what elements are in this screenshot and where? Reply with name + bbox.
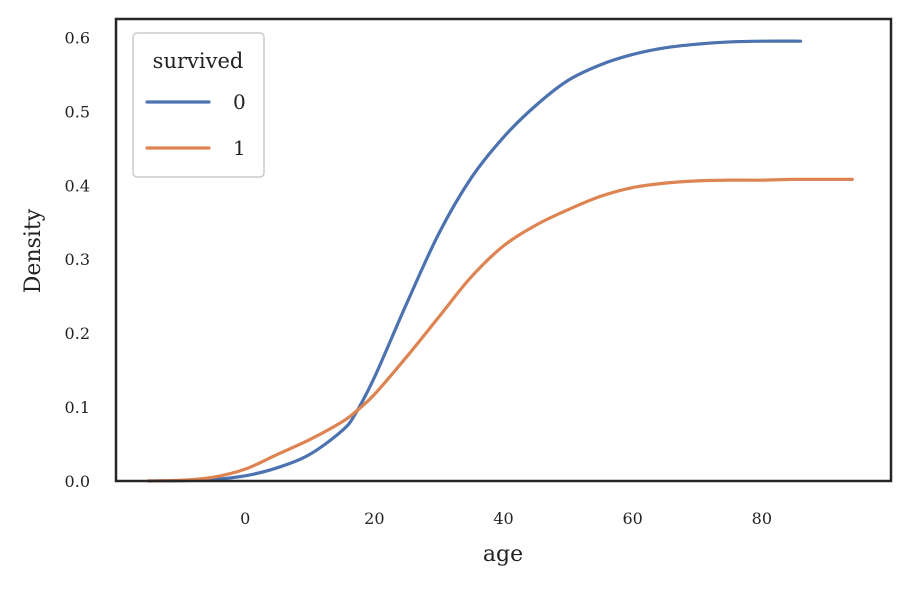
legend-title: survived [153,49,244,73]
y-axis-label: Density [21,208,46,293]
y-tick-label: 0.4 [65,176,90,195]
x-tick-label: 20 [364,509,384,528]
legend-label-1: 1 [233,136,246,160]
x-tick-label: 60 [622,509,642,528]
x-tick-label: 0 [240,509,250,528]
plot-area [114,17,893,483]
x-tick-label: 40 [493,509,513,528]
y-tick-label: 0.3 [65,250,90,269]
tick-labels: 0 20 40 60 80 0.0 0.1 0.2 0.3 0.4 0.5 0.6 [65,28,772,528]
y-tick-label: 0.5 [65,102,90,121]
series-line-1 [146,177,854,483]
y-tick-label: 0.6 [65,28,90,47]
x-tick-label: 80 [752,509,772,528]
x-axis-label: age [483,542,523,567]
y-tick-label: 0.1 [65,398,90,417]
legend: survived 0 1 [132,32,265,178]
series-line-0 [146,39,803,483]
y-tick-label: 0.0 [65,472,90,491]
y-tick-label: 0.2 [65,324,90,343]
plot-frame [114,17,893,483]
legend-label-0: 0 [233,90,246,114]
legend-box [132,32,265,178]
